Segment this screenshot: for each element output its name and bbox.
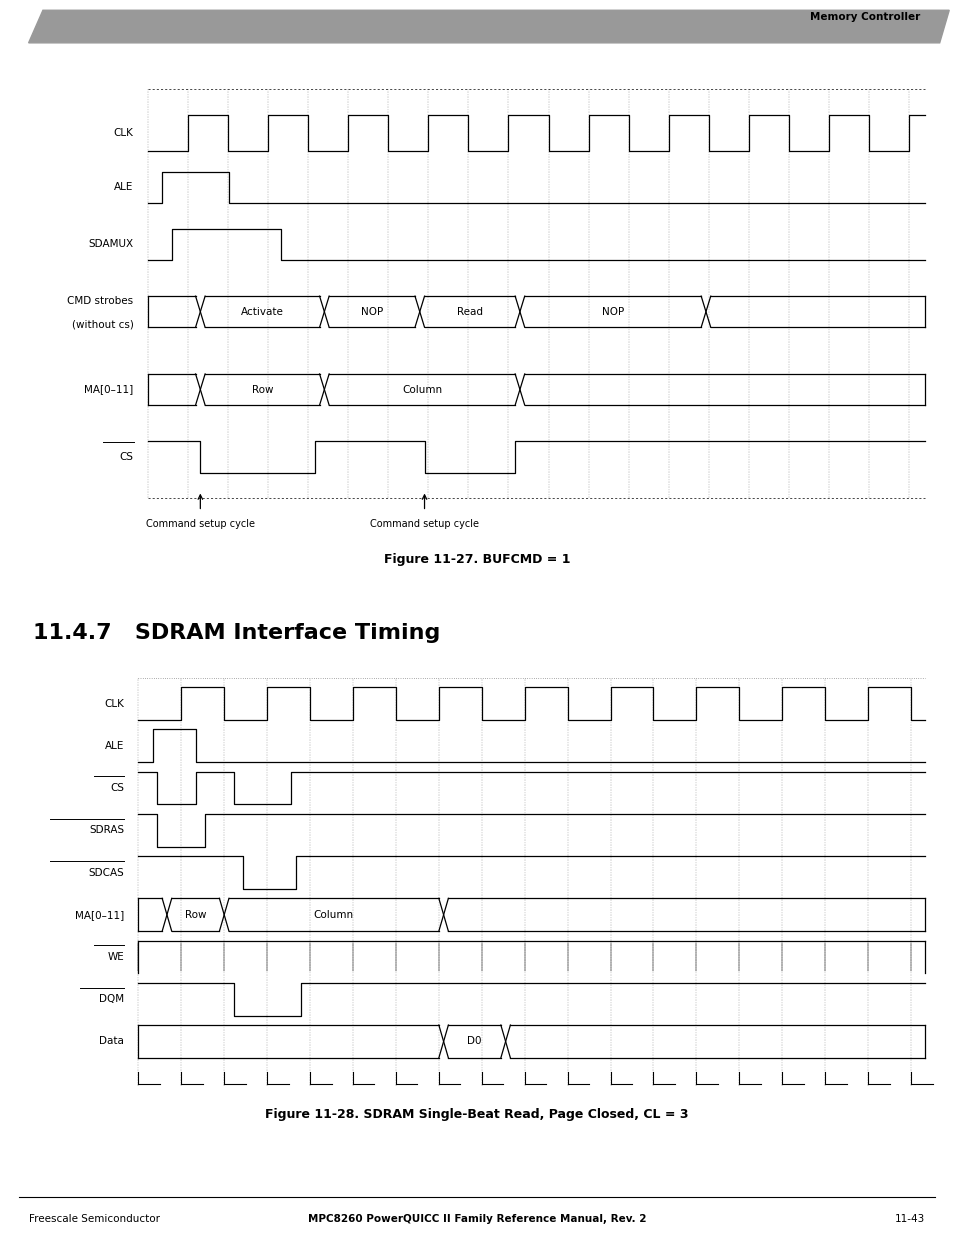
Text: 11-43: 11-43 bbox=[894, 1214, 924, 1224]
Text: 11.4.7   SDRAM Interface Timing: 11.4.7 SDRAM Interface Timing bbox=[33, 622, 440, 643]
Text: Figure 11-27. BUFCMD = 1: Figure 11-27. BUFCMD = 1 bbox=[383, 553, 570, 566]
Text: Freescale Semiconductor: Freescale Semiconductor bbox=[29, 1214, 159, 1224]
Text: SDAMUX: SDAMUX bbox=[89, 240, 133, 249]
Text: Column: Column bbox=[401, 384, 442, 394]
Text: CS: CS bbox=[110, 783, 124, 793]
Text: Data: Data bbox=[99, 1036, 124, 1046]
Text: CLK: CLK bbox=[113, 127, 133, 138]
Text: CS: CS bbox=[119, 452, 133, 462]
Text: ALE: ALE bbox=[114, 183, 133, 193]
Text: SDRAS: SDRAS bbox=[89, 825, 124, 835]
Text: Memory Controller: Memory Controller bbox=[809, 12, 920, 22]
Text: Column: Column bbox=[314, 910, 354, 920]
Text: D0: D0 bbox=[467, 1036, 481, 1046]
Text: NOP: NOP bbox=[360, 306, 383, 316]
Text: CLK: CLK bbox=[104, 699, 124, 709]
Text: Row: Row bbox=[252, 384, 273, 394]
Text: Command setup cycle: Command setup cycle bbox=[146, 519, 254, 529]
Text: CMD strobes: CMD strobes bbox=[68, 296, 133, 306]
Text: MA[0–11]: MA[0–11] bbox=[84, 384, 133, 394]
Text: SDCAS: SDCAS bbox=[89, 867, 124, 878]
Text: Figure 11-28. SDRAM Single-Beat Read, Page Closed, CL = 3: Figure 11-28. SDRAM Single-Beat Read, Pa… bbox=[265, 1108, 688, 1121]
Text: NOP: NOP bbox=[601, 306, 623, 316]
Text: (without cs): (without cs) bbox=[71, 320, 133, 330]
Text: Activate: Activate bbox=[241, 306, 283, 316]
Text: ALE: ALE bbox=[105, 741, 124, 751]
Text: Row: Row bbox=[185, 910, 206, 920]
Text: DQM: DQM bbox=[99, 994, 124, 1004]
Text: Command setup cycle: Command setup cycle bbox=[370, 519, 478, 529]
Text: MA[0–11]: MA[0–11] bbox=[74, 910, 124, 920]
Text: MPC8260 PowerQUICC II Family Reference Manual, Rev. 2: MPC8260 PowerQUICC II Family Reference M… bbox=[308, 1214, 645, 1224]
Text: Read: Read bbox=[456, 306, 482, 316]
Text: WE: WE bbox=[107, 952, 124, 962]
Polygon shape bbox=[29, 10, 948, 43]
